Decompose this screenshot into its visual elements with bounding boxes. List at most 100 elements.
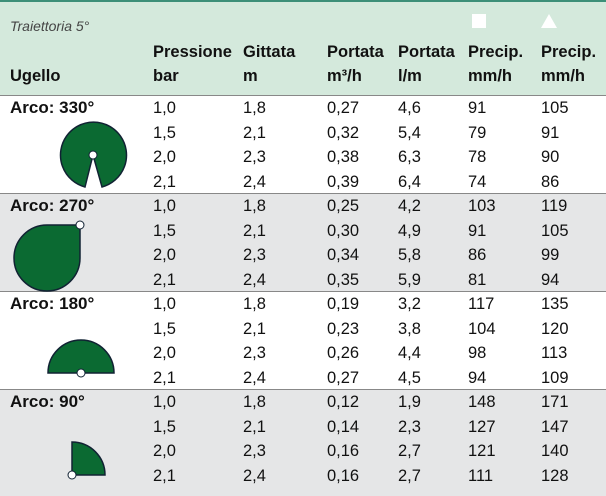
header-band — [0, 0, 606, 95]
cell: 113 — [541, 344, 568, 362]
column-header: Pressione — [153, 43, 232, 61]
arc-270 — [13, 224, 81, 292]
cell: 119 — [541, 197, 568, 215]
arc-center — [67, 470, 77, 480]
cell: 1,8 — [243, 393, 266, 411]
cell: 104 — [468, 319, 496, 338]
cell: 1,8 — [243, 99, 266, 117]
cell: 148 — [468, 393, 496, 411]
cell: 2,4 — [243, 172, 266, 191]
cell: 1,5 — [153, 221, 176, 240]
cell: 4,4 — [398, 344, 421, 362]
cell: 74 — [468, 172, 487, 191]
cell: 4,5 — [398, 368, 421, 387]
cell: 2,1 — [243, 221, 266, 240]
cell: 1,5 — [153, 319, 176, 338]
cell: 105 — [541, 221, 569, 240]
cell: 1,0 — [153, 295, 176, 313]
cell: 0,14 — [327, 417, 360, 436]
cell: 91 — [468, 221, 487, 240]
cell: 105 — [541, 99, 569, 117]
cell: 79 — [468, 123, 487, 142]
arc-180 — [47, 339, 115, 374]
cell: 2,3 — [243, 442, 266, 460]
cell: 120 — [541, 319, 569, 338]
group-band — [0, 389, 606, 496]
cell: 6,4 — [398, 172, 421, 191]
cell: 2,1 — [243, 417, 266, 436]
cell: 2,0 — [153, 344, 176, 362]
group-band — [0, 193, 606, 292]
cell: 2,1 — [153, 466, 176, 485]
cell: 0,16 — [327, 442, 360, 460]
column-unit: m³/h — [327, 67, 362, 85]
cell: 2,1 — [153, 270, 176, 289]
column-unit: m — [243, 67, 258, 85]
cell: 111 — [468, 466, 494, 485]
cell: 2,1 — [243, 123, 266, 142]
cell: 1,0 — [153, 393, 176, 411]
cell: 1,5 — [153, 417, 176, 436]
cell: 5,4 — [398, 123, 421, 142]
cell: 109 — [541, 368, 569, 387]
cell: 0,39 — [327, 172, 360, 191]
cell: 91 — [468, 99, 487, 117]
cell: 90 — [541, 148, 560, 166]
cell: 3,8 — [398, 319, 421, 338]
cell: 3,2 — [398, 295, 421, 313]
cell: 91 — [541, 123, 560, 142]
cell: 4,2 — [398, 197, 421, 215]
group-label: Arco: 270° — [10, 196, 95, 215]
cell: 1,0 — [153, 197, 176, 215]
cell: 98 — [468, 344, 487, 362]
cell: 6,3 — [398, 148, 421, 166]
cell: 2,4 — [243, 368, 266, 387]
square-icon — [472, 14, 486, 28]
cell: 103 — [468, 197, 496, 215]
cell: 94 — [468, 368, 487, 387]
cell: 127 — [468, 417, 496, 436]
cell: 0,30 — [327, 221, 360, 240]
cell: 2,4 — [243, 270, 266, 289]
cell: 0,23 — [327, 319, 360, 338]
title: Traiettoria 5° — [10, 18, 90, 34]
triangle-icon — [541, 14, 557, 28]
cell: 2,3 — [243, 148, 266, 166]
cell: 0,25 — [327, 197, 360, 215]
cell: 5,8 — [398, 246, 421, 264]
arc-center — [75, 220, 85, 230]
cell: 86 — [468, 246, 487, 264]
cell: 2,7 — [398, 442, 421, 460]
cell: 147 — [541, 417, 569, 436]
cell: 2,0 — [153, 246, 176, 264]
cell: 0,32 — [327, 123, 360, 142]
cell: 81 — [468, 270, 487, 289]
cell: 1,8 — [243, 295, 266, 313]
group-label: Arco: 330° — [10, 98, 95, 117]
cell: 0,19 — [327, 295, 360, 313]
cell: 78 — [468, 148, 487, 166]
cell: 121 — [468, 442, 496, 460]
cell: 2,1 — [153, 368, 176, 387]
column-header: Precip. — [541, 43, 597, 61]
column-unit: bar — [153, 67, 179, 85]
group-label: Arco: 90° — [10, 392, 85, 411]
cell: 2,1 — [243, 319, 266, 338]
cell: 0,26 — [327, 344, 360, 362]
cell: 2,1 — [153, 172, 176, 191]
column-unit: mm/h — [468, 67, 513, 85]
cell: 0,34 — [327, 246, 360, 264]
cell: 2,3 — [398, 417, 421, 436]
cell: 4,6 — [398, 99, 421, 117]
cell: 171 — [541, 393, 569, 411]
cell: 0,35 — [327, 270, 360, 289]
column-header: Precip. — [468, 43, 524, 61]
cell: 135 — [541, 295, 569, 313]
cell: 2,0 — [153, 442, 176, 460]
cell: 1,9 — [398, 393, 421, 411]
cell: 2,4 — [243, 466, 266, 485]
cell: 86 — [541, 172, 560, 191]
cell: 2,0 — [153, 148, 176, 166]
cell: 1,5 — [153, 123, 176, 142]
